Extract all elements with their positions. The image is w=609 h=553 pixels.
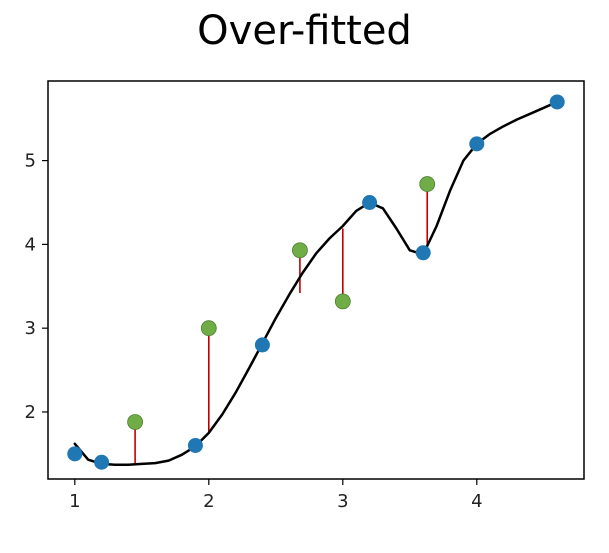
training-point [549,94,565,110]
test-point [334,293,351,310]
test-point [419,176,436,192]
test-point [292,242,308,259]
x-tick-label: 3 [337,491,348,512]
plot-frame [47,80,585,480]
chart-title: Over-fitted [197,8,412,54]
fitted-curve [73,100,559,467]
training-point [362,194,378,210]
y-tick-label: 2 [25,402,36,423]
training-point [67,446,83,462]
x-tick-label: 4 [471,491,482,512]
test-point [127,414,144,430]
x-tick-label: 1 [69,491,80,512]
training-point [469,136,485,152]
x-tick-label: 2 [203,491,214,512]
training-point [415,245,431,261]
y-tick-label: 5 [25,151,36,172]
y-tick-label: 4 [25,234,36,255]
training-point [187,437,203,453]
test-point [200,320,217,337]
training-point [254,337,270,353]
y-tick-label: 3 [25,318,36,339]
training-point [94,454,110,470]
